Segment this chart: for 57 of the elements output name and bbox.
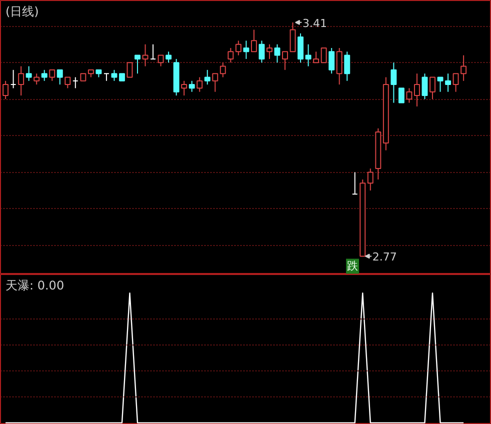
candlestick [34,73,40,86]
candlestick [111,69,118,82]
candlestick [336,47,342,86]
candlestick [274,44,280,64]
candlestick [352,172,358,195]
candlestick [298,32,304,64]
candlestick [452,73,459,92]
chart-title: (日线) [6,4,39,18]
annotation: 3.41 [302,16,327,30]
candlestick [150,44,156,60]
candlestick [445,73,452,92]
candlestick [235,40,242,56]
candlestick [430,76,436,100]
candlestick [320,47,327,64]
candlestick [72,76,78,89]
candlestick [49,69,56,82]
candlestick [228,47,234,64]
candlestick [158,54,164,67]
candlestick [41,69,48,82]
candlestick [305,44,312,67]
candlestick [166,51,172,64]
annotation: 2.77 [372,250,397,264]
candlestick [212,73,218,92]
candlestick [390,62,397,104]
candlestick [18,66,24,96]
candlestick [437,76,444,92]
candlestick [188,80,195,92]
candlestick [181,80,188,96]
candlestick [313,51,320,64]
candlestick [460,54,467,82]
candlestick [406,88,412,104]
candlestick [204,69,210,86]
candlestick [367,168,374,191]
candlestick [414,73,420,107]
chart-title: 天瀑: 0.00 [6,278,64,292]
candlestick [258,40,265,64]
candlestick [243,40,250,60]
candlestick [290,22,296,52]
candlestick [250,29,257,52]
candlestick [220,62,226,78]
candlestick [2,80,9,100]
candlestick [328,47,335,74]
candlestick [142,44,148,67]
candlestick [103,73,110,82]
candlestick [282,51,288,70]
candlestick [266,44,272,60]
annotation: 跌 [347,260,358,273]
candlestick [10,69,16,89]
candlestick [26,66,32,82]
candlestick [126,62,133,78]
candlestick [134,54,140,74]
candlestick [344,51,350,82]
candlestick [64,76,71,89]
candlestick [196,76,203,92]
candlestick [422,73,428,100]
candlestick [56,69,63,86]
candlestick [398,88,404,104]
